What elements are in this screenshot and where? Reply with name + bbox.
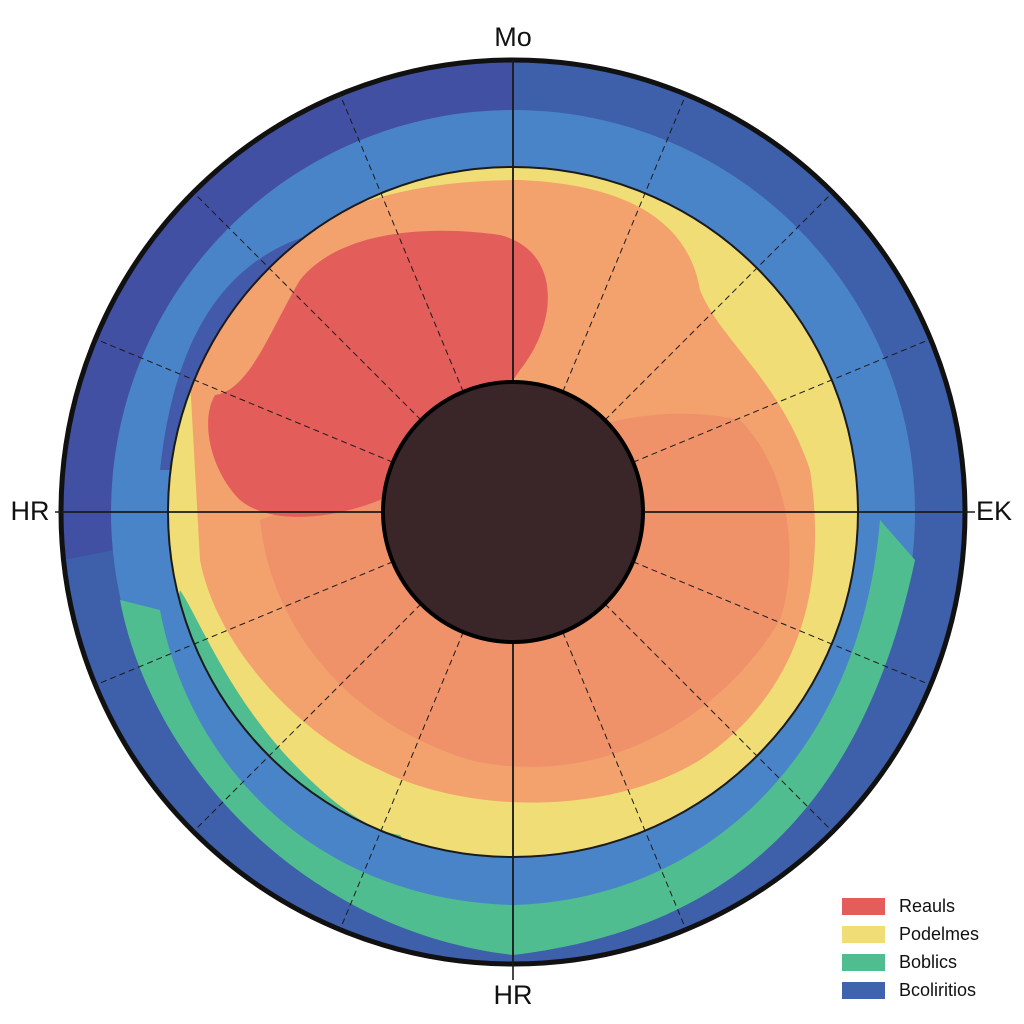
sector-line	[632, 338, 931, 463]
legend-item-2: Podelmes	[842, 921, 1017, 947]
legend-item-1: Reauls	[842, 893, 1017, 919]
axis-label-top: Mo	[494, 22, 532, 52]
outer-ring-dark-region	[61, 60, 513, 560]
sector-line	[95, 561, 394, 686]
legend: Reauls Podelmes Boblics Bcoliritios	[842, 893, 1017, 1005]
legend-swatch	[842, 897, 885, 915]
legend-label: Bcoliritios	[899, 979, 977, 1000]
field-yellow-edge	[185, 575, 460, 830]
sector-line	[604, 603, 833, 832]
center-hole	[381, 380, 645, 644]
legend-swatch	[842, 981, 885, 999]
legend-item-4: Bcoliritios	[842, 977, 1017, 1003]
legend-label: Reauls	[899, 895, 956, 916]
legend-swatch	[842, 925, 885, 943]
legend-item-3: Boblics	[842, 949, 1017, 975]
sector-line	[193, 192, 422, 421]
sector-line	[339, 631, 464, 930]
legend-label: Boblics	[899, 951, 958, 972]
sector-line	[95, 338, 394, 463]
legend-label: Podelmes	[899, 923, 980, 944]
sector-line	[562, 94, 687, 393]
sector-line	[604, 192, 833, 421]
axis-label-bottom: HR	[494, 980, 533, 1010]
axis-label-left: HR	[11, 496, 50, 526]
axis-label-right: EK	[976, 496, 1012, 526]
field-red	[208, 230, 548, 517]
middle-ring-green-band	[120, 520, 915, 955]
sector-line	[339, 94, 464, 393]
sector-lines	[55, 60, 975, 980]
sector-line	[193, 603, 422, 832]
sector-line	[562, 631, 687, 930]
sector-line	[632, 561, 931, 686]
legend-swatch	[842, 953, 885, 971]
